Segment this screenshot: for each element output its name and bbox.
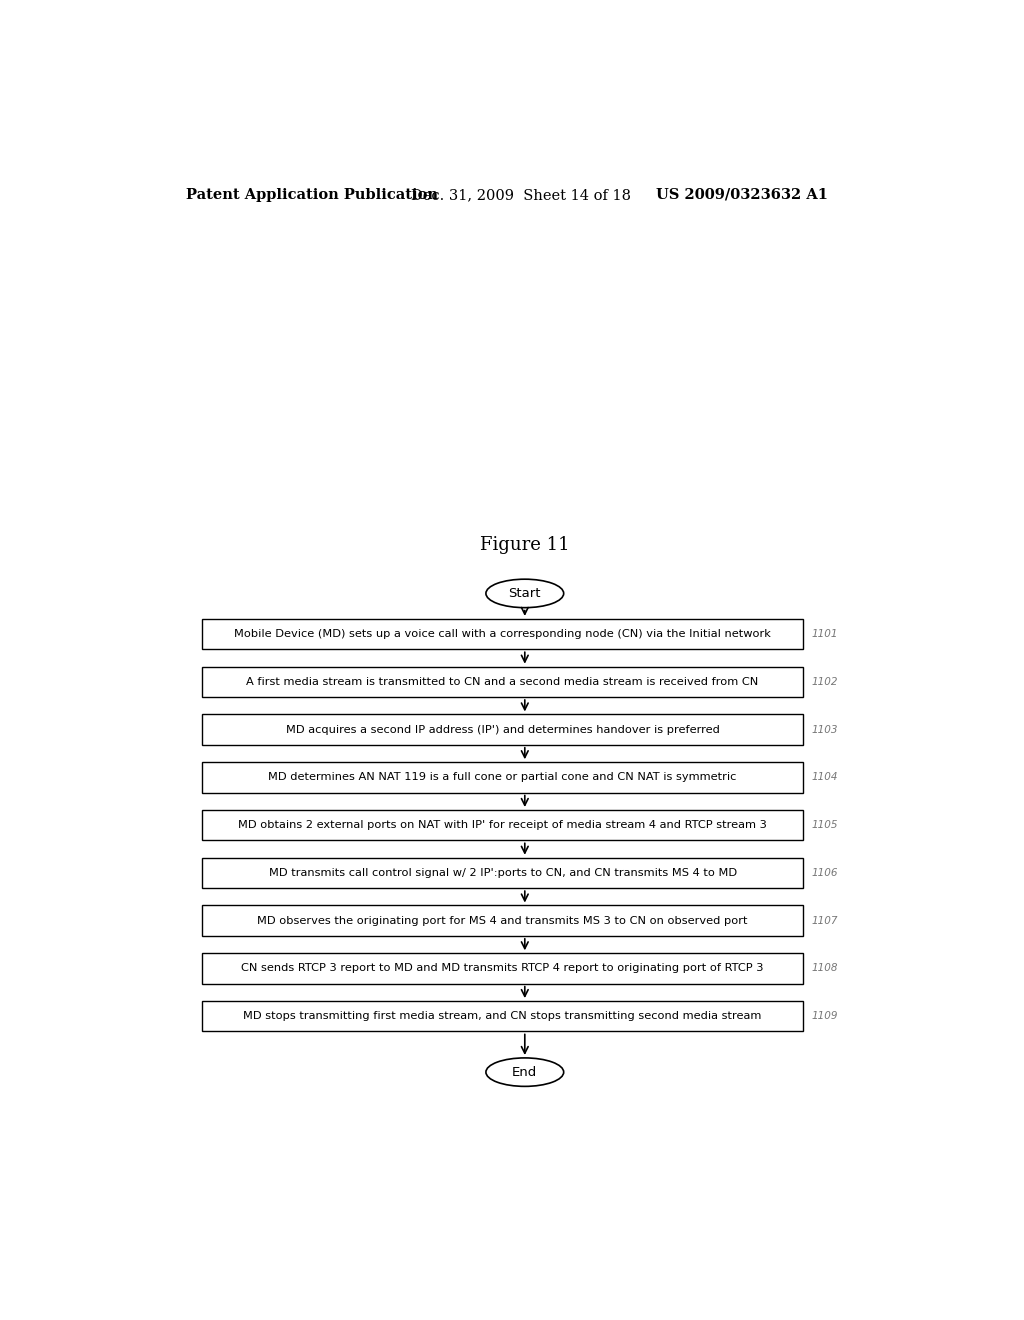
- FancyBboxPatch shape: [202, 714, 804, 744]
- Text: 1106: 1106: [811, 869, 838, 878]
- Text: MD determines AN NAT 119 is a full cone or partial cone and CN NAT is symmetric: MD determines AN NAT 119 is a full cone …: [268, 772, 736, 783]
- Text: CN sends RTCP 3 report to MD and MD transmits RTCP 4 report to originating port : CN sends RTCP 3 report to MD and MD tran…: [242, 964, 764, 973]
- Text: MD obtains 2 external ports on NAT with IP' for receipt of media stream 4 and RT: MD obtains 2 external ports on NAT with …: [239, 820, 767, 830]
- Text: 1102: 1102: [811, 677, 838, 686]
- Text: MD observes the originating port for MS 4 and transmits MS 3 to CN on observed p: MD observes the originating port for MS …: [257, 916, 748, 925]
- Text: 1108: 1108: [811, 964, 838, 973]
- FancyBboxPatch shape: [202, 858, 804, 888]
- Text: A first media stream is transmitted to CN and a second media stream is received : A first media stream is transmitted to C…: [247, 677, 759, 686]
- FancyBboxPatch shape: [202, 953, 804, 983]
- Text: 1104: 1104: [811, 772, 838, 783]
- Text: End: End: [512, 1065, 538, 1078]
- Text: 1107: 1107: [811, 916, 838, 925]
- Text: MD stops transmitting first media stream, and CN stops transmitting second media: MD stops transmitting first media stream…: [244, 1011, 762, 1022]
- Text: MD transmits call control signal w/ 2 IP':ports to CN, and CN transmits MS 4 to : MD transmits call control signal w/ 2 IP…: [268, 869, 736, 878]
- Ellipse shape: [486, 1057, 563, 1086]
- Text: 1109: 1109: [811, 1011, 838, 1022]
- Text: Mobile Device (MD) sets up a voice call with a corresponding node (CN) via the I: Mobile Device (MD) sets up a voice call …: [234, 630, 771, 639]
- FancyBboxPatch shape: [202, 667, 804, 697]
- FancyBboxPatch shape: [202, 1001, 804, 1031]
- Text: 1101: 1101: [811, 630, 838, 639]
- Text: Figure 11: Figure 11: [480, 536, 569, 553]
- FancyBboxPatch shape: [202, 810, 804, 841]
- Text: 1103: 1103: [811, 725, 838, 735]
- Text: Dec. 31, 2009  Sheet 14 of 18: Dec. 31, 2009 Sheet 14 of 18: [411, 187, 631, 202]
- Text: Start: Start: [509, 587, 541, 599]
- Text: MD acquires a second IP address (IP') and determines handover is preferred: MD acquires a second IP address (IP') an…: [286, 725, 720, 735]
- Ellipse shape: [486, 579, 563, 607]
- FancyBboxPatch shape: [202, 619, 804, 649]
- FancyBboxPatch shape: [202, 762, 804, 792]
- FancyBboxPatch shape: [202, 906, 804, 936]
- Text: US 2009/0323632 A1: US 2009/0323632 A1: [655, 187, 827, 202]
- Text: 1105: 1105: [811, 820, 838, 830]
- Text: Patent Application Publication: Patent Application Publication: [186, 187, 438, 202]
